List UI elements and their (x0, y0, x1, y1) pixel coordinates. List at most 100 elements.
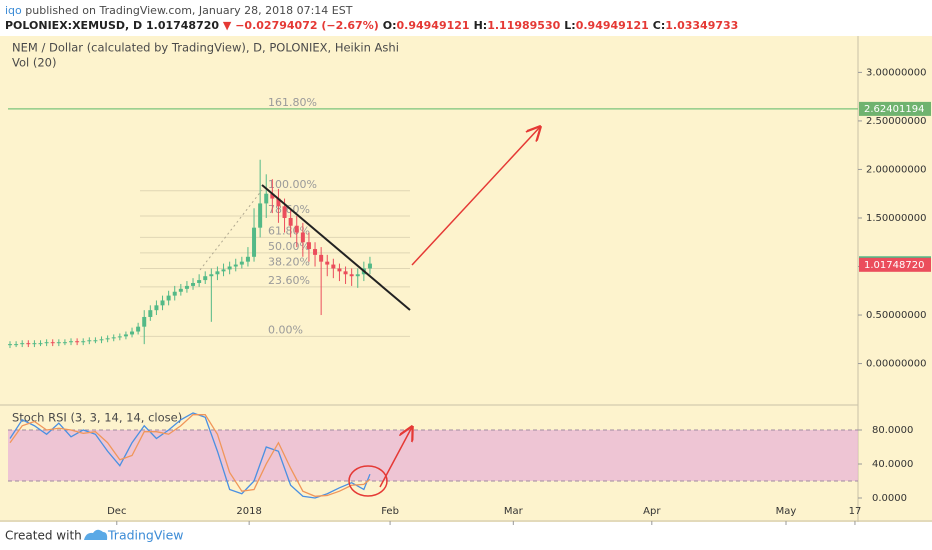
candle-body (184, 285, 189, 289)
symbol: POLONIEX:XEMUSD, D (5, 19, 142, 32)
fib-label: 0.00% (268, 323, 303, 336)
last: 1.01748720 (146, 19, 219, 32)
candle-body (239, 261, 244, 265)
stoch-title: Stoch RSI (3, 3, 14, 14, close) (12, 411, 182, 425)
chart-title: NEM / Dollar (calculated by TradingView)… (12, 41, 399, 55)
candle-body (44, 342, 49, 344)
candle-body (227, 266, 232, 270)
fib-anchor (199, 189, 263, 271)
candle-body (349, 274, 354, 277)
ohlc-label: H: (474, 19, 488, 32)
candle-body (130, 331, 135, 335)
candle-body (32, 343, 37, 345)
candle-body (282, 206, 287, 218)
ohlc-value: 0.94949121 (576, 19, 649, 32)
price-label: 2.62401194 (864, 104, 924, 115)
y-tick-label: 0.50000000 (866, 310, 926, 321)
candle-body (87, 340, 92, 342)
candle-body (178, 288, 183, 292)
y-tick-label: 1.50000000 (866, 213, 926, 224)
candle-body (172, 291, 177, 296)
candle-body (148, 310, 153, 317)
candle-body (50, 342, 55, 344)
logo (84, 529, 108, 540)
candle-body (233, 264, 238, 267)
candle-body (270, 193, 275, 199)
candle-body (99, 339, 104, 341)
stoch-arrow (379, 427, 412, 488)
candle-body (154, 305, 159, 311)
candle-body (337, 268, 342, 272)
candle-body (93, 340, 98, 342)
candle-body (56, 342, 61, 344)
candle-body (26, 343, 31, 345)
candle-body (313, 249, 318, 255)
candle-body (166, 295, 171, 301)
x-tick-label: 2018 (236, 506, 261, 517)
x-tick-label: Feb (381, 506, 399, 517)
candle-body (203, 276, 208, 281)
ohlc-label: L: (564, 19, 575, 32)
arrow: ▼ (223, 19, 232, 32)
price-label-box (859, 101, 931, 116)
y-tick-label: 2.00000000 (866, 164, 926, 175)
candle-body (343, 271, 348, 275)
x-tick-label: Apr (643, 506, 661, 517)
fib-label: 78.60% (268, 203, 310, 216)
highlight-circle (348, 465, 388, 497)
ohlc: O:0.94949121 H:1.11989530 L:0.94949121 C:1.… (383, 19, 739, 32)
candle-body (38, 343, 43, 345)
stoch-line (9, 414, 371, 497)
candle-body (300, 232, 305, 243)
x-tick-label: Mar (504, 506, 524, 517)
y-tick-label: 40.0000 (872, 459, 913, 470)
x-tick-label: Dec (107, 506, 126, 517)
candle-body (160, 300, 165, 306)
ohlc-label: C: (653, 19, 665, 32)
candle-body (8, 344, 13, 346)
y-tick-label: 0.00000000 (866, 359, 926, 370)
fib-label: 50.00% (268, 240, 310, 253)
candle-body (105, 338, 110, 340)
y-tick-label: 2.50000000 (866, 116, 926, 127)
candle-body (355, 274, 360, 277)
candle-body (252, 227, 257, 257)
ohlc-value: 0.94949121 (397, 19, 470, 32)
candle-body (136, 326, 141, 332)
candle-body (62, 342, 67, 344)
candle-body (69, 341, 74, 343)
candle-body (117, 336, 122, 338)
fib-label: 161.80% (268, 96, 317, 109)
candle-body (294, 225, 299, 233)
candle-body (20, 343, 25, 345)
projection-arrow (411, 127, 540, 266)
y-tick-label: 80.0000 (872, 425, 913, 436)
trend-line (261, 184, 411, 311)
fib-label: 38.20% (268, 255, 310, 268)
author: iqo (5, 4, 22, 17)
candle-body (142, 316, 147, 327)
band (8, 429, 858, 481)
candle-body (123, 334, 128, 337)
price-label: 1.01748720 (864, 260, 924, 271)
candle-body (319, 254, 324, 262)
candle-body (258, 203, 263, 228)
ohlc-value: 1.11989530 (487, 19, 560, 32)
ohlc-label: O: (383, 19, 397, 32)
ohlc-value: 1.03349733 (665, 19, 738, 32)
x-tick-label: 17 (849, 506, 862, 517)
candle-body (288, 217, 293, 226)
price-label-box (859, 257, 931, 272)
y-tick-label: 0.0000 (872, 493, 907, 504)
candle-body (306, 242, 311, 250)
candle-body (191, 283, 196, 286)
published: published on TradingView.com, January 28… (25, 4, 352, 17)
candle-body (14, 344, 19, 346)
y-tick-label: 3.00000000 (866, 67, 926, 78)
candle-body (367, 263, 372, 269)
candle-body (75, 341, 80, 343)
stoch-line (9, 412, 371, 499)
candle-body (215, 271, 220, 275)
header-line2: POLONIEX:XEMUSD, D 1.01748720 ▼ −0.02794… (5, 19, 738, 32)
